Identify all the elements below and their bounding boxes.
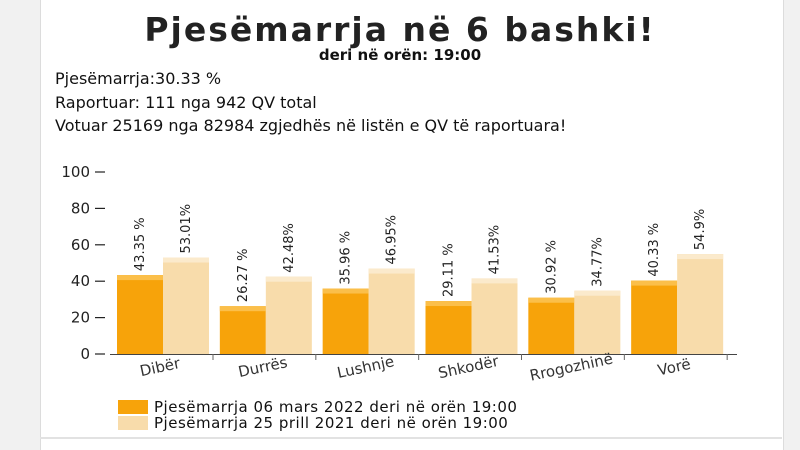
- bar-2021: [368, 268, 415, 354]
- bar-highlight: [368, 268, 415, 274]
- legend-swatch-2021: [118, 416, 148, 430]
- bar-2022: [322, 288, 369, 354]
- bar-value-label: 54.9%: [693, 209, 708, 250]
- bar-2022: [117, 275, 163, 354]
- legend-label-2022: Pjesëmarrja 06 mars 2022 deri në orën 19…: [154, 398, 518, 416]
- bar-2022: [425, 301, 472, 354]
- page-subtitle: deri në orën: 19:00: [318, 46, 482, 64]
- bar-value-label: 35.96 %: [339, 231, 354, 285]
- y-tick-label: 40: [71, 272, 90, 290]
- bar-value-label: 26.27 %: [236, 248, 251, 302]
- bar-value-label: 29.11 %: [442, 243, 457, 297]
- x-category-label: Vorë: [656, 355, 692, 380]
- turnout-stat: Pjesëmarrja:30.33 %: [55, 69, 222, 88]
- bar-value-label: 40.33 %: [647, 223, 662, 277]
- voted-stat: Votuar 25169 nga 82984 zgjedhës në listë…: [55, 116, 567, 135]
- x-category-label: Shkodër: [437, 352, 501, 383]
- page-title: Pjesëmarrja në 6 bashki!: [144, 10, 656, 49]
- y-tick-label: 20: [71, 309, 90, 327]
- bar-value-label: 42.48%: [282, 223, 297, 273]
- reported-stat: Raportuar: 111 nga 942 QV total: [55, 93, 317, 112]
- legend-item-2021: Pjesëmarrja 25 prill 2021 deri në orën 1…: [118, 414, 508, 432]
- bar-2021: [677, 254, 724, 354]
- bar-highlight: [219, 306, 266, 312]
- bar-2021: [574, 290, 621, 354]
- bar-highlight: [322, 288, 369, 294]
- bar-highlight: [265, 276, 312, 282]
- y-tick-label: 100: [61, 163, 90, 181]
- bar-highlight: [631, 280, 678, 286]
- bar-value-label: 43.35 %: [133, 217, 148, 271]
- bar-2021: [265, 276, 312, 354]
- x-category-label: Durrës: [237, 353, 290, 381]
- y-tick-label: 0: [80, 345, 90, 363]
- bar-value-label: 53.01%: [179, 204, 194, 254]
- legend-item-2022: Pjesëmarrja 06 mars 2022 deri në orën 19…: [118, 398, 517, 416]
- bar-value-label: 30.92 %: [544, 240, 559, 294]
- bar-value-label: 34.77%: [590, 237, 605, 287]
- bar-2022: [219, 306, 266, 354]
- y-tick-label: 60: [71, 236, 90, 254]
- bar-value-label: 41.53%: [488, 225, 503, 275]
- legend-swatch-2022: [118, 400, 148, 414]
- bar-highlight: [117, 275, 163, 281]
- bar-highlight: [471, 278, 518, 284]
- legend-label-2021: Pjesëmarrja 25 prill 2021 deri në orën 1…: [154, 414, 509, 432]
- content-frame: [40, 0, 784, 450]
- bar-highlight: [425, 301, 472, 307]
- bar-2022: [528, 297, 575, 354]
- x-category-label: Dibër: [138, 354, 182, 380]
- bar-value-label: 46.95%: [385, 215, 400, 265]
- bar-highlight: [677, 254, 724, 260]
- bar-highlight: [528, 297, 575, 303]
- bar-highlight: [163, 257, 209, 263]
- divider: [40, 437, 782, 439]
- x-category-label: Lushnje: [335, 352, 395, 382]
- bar-2022: [631, 280, 678, 354]
- bar-2021: [471, 278, 518, 354]
- y-tick-label: 80: [71, 199, 90, 217]
- bar-highlight: [574, 290, 621, 296]
- bar-2021: [163, 257, 209, 354]
